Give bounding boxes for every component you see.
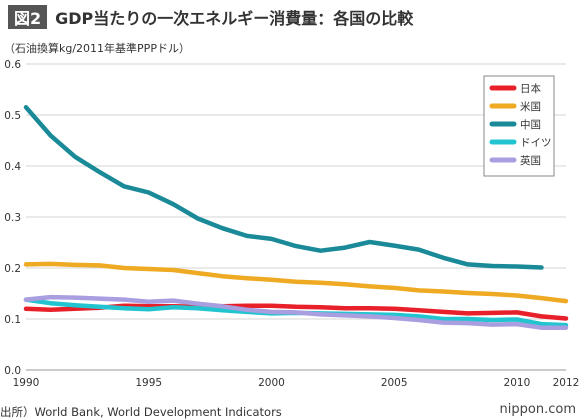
figure-title: GDP当たりの一次エネルギー消費量：各国の比較 (55, 9, 414, 28)
y-tick-label: 0.6 (4, 59, 21, 71)
x-tick-label: 1990 (13, 377, 40, 389)
figure-badge: 図2 (8, 5, 48, 29)
y-tick-label: 0.5 (4, 110, 21, 122)
y-tick-label: 0.0 (4, 365, 21, 377)
legend-label: 日本 (520, 82, 541, 95)
x-tick-label: 2005 (381, 377, 408, 389)
x-tick-label: 2000 (258, 377, 285, 389)
x-tick-label: 2012 (553, 377, 580, 389)
source-note: 出所）World Bank, World Development Indicat… (0, 405, 282, 419)
x-tick-label: 2010 (504, 377, 531, 389)
y-tick-label: 0.2 (4, 263, 21, 275)
series-line (23, 294, 569, 330)
legend-label: 米国 (520, 100, 541, 113)
y-axis-unit-label: （石油換算kg/2011年基準PPPドル） (4, 42, 190, 55)
series-line (23, 105, 544, 270)
figure-footer: 出所）World Bank, World Development Indicat… (0, 400, 584, 420)
x-tick-label: 1995 (135, 377, 162, 389)
y-tick-label: 0.1 (4, 314, 21, 326)
series-line (23, 261, 569, 304)
legend-label: ドイツ (520, 137, 552, 149)
y-tick-label: 0.4 (4, 161, 21, 173)
line-chart: 0.0 0.1 0.2 0.3 0.4 0.5 0.6 1990 1995 2000 2005 201… (4, 59, 580, 389)
figure-header: 図2 GDP当たりの一次エネルギー消費量：各国の比較 (0, 0, 584, 34)
legend-label: 中国 (520, 118, 541, 131)
brand-mark: nippon.com (499, 402, 576, 417)
legend-label: 英国 (520, 154, 541, 167)
y-tick-label: 0.3 (4, 212, 21, 224)
